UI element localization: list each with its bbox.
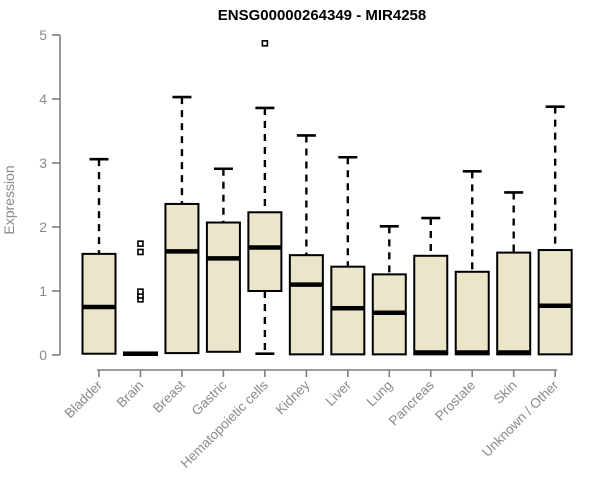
x-tick-label: Prostate	[432, 378, 478, 424]
outlier-point	[137, 288, 144, 295]
x-tick-label: Gastric	[189, 377, 230, 418]
box-gastric	[205, 221, 241, 353]
chart-title: ENSG00000264349 - MIR4258	[218, 7, 426, 24]
x-tick-label: Lung	[364, 378, 396, 410]
x-tick-label: Unknown / Other	[479, 377, 562, 460]
x-tick-label: Bladder	[62, 377, 106, 421]
x-tick-label: Kidney	[273, 377, 313, 417]
y-tick-label: 4	[39, 91, 47, 107]
y-tick-label: 3	[39, 155, 47, 171]
outlier-point	[137, 248, 144, 256]
box-hematopoietic-cells	[247, 211, 283, 292]
box-prostate	[454, 270, 490, 356]
x-tick-label: Breast	[150, 377, 188, 415]
x-tick-label: Pancreas	[386, 377, 437, 428]
x-tick-label: Liver	[323, 377, 355, 409]
box-skin	[496, 251, 532, 356]
box-breast	[164, 202, 200, 355]
box-kidney	[288, 254, 324, 356]
box-bladder	[81, 252, 117, 355]
box-unknown-other	[537, 249, 573, 356]
x-tick-label: Skin	[491, 378, 520, 407]
y-tick-label: 2	[39, 219, 47, 235]
outlier-point	[137, 240, 144, 247]
y-tick-label: 0	[39, 347, 47, 363]
y-axis-label: Expression	[1, 165, 17, 234]
box-pancreas	[413, 254, 449, 356]
y-tick-label: 1	[39, 283, 47, 299]
outlier-point	[261, 40, 269, 47]
x-tick-label: Brain	[114, 378, 147, 411]
y-tick-label: 5	[39, 27, 47, 43]
